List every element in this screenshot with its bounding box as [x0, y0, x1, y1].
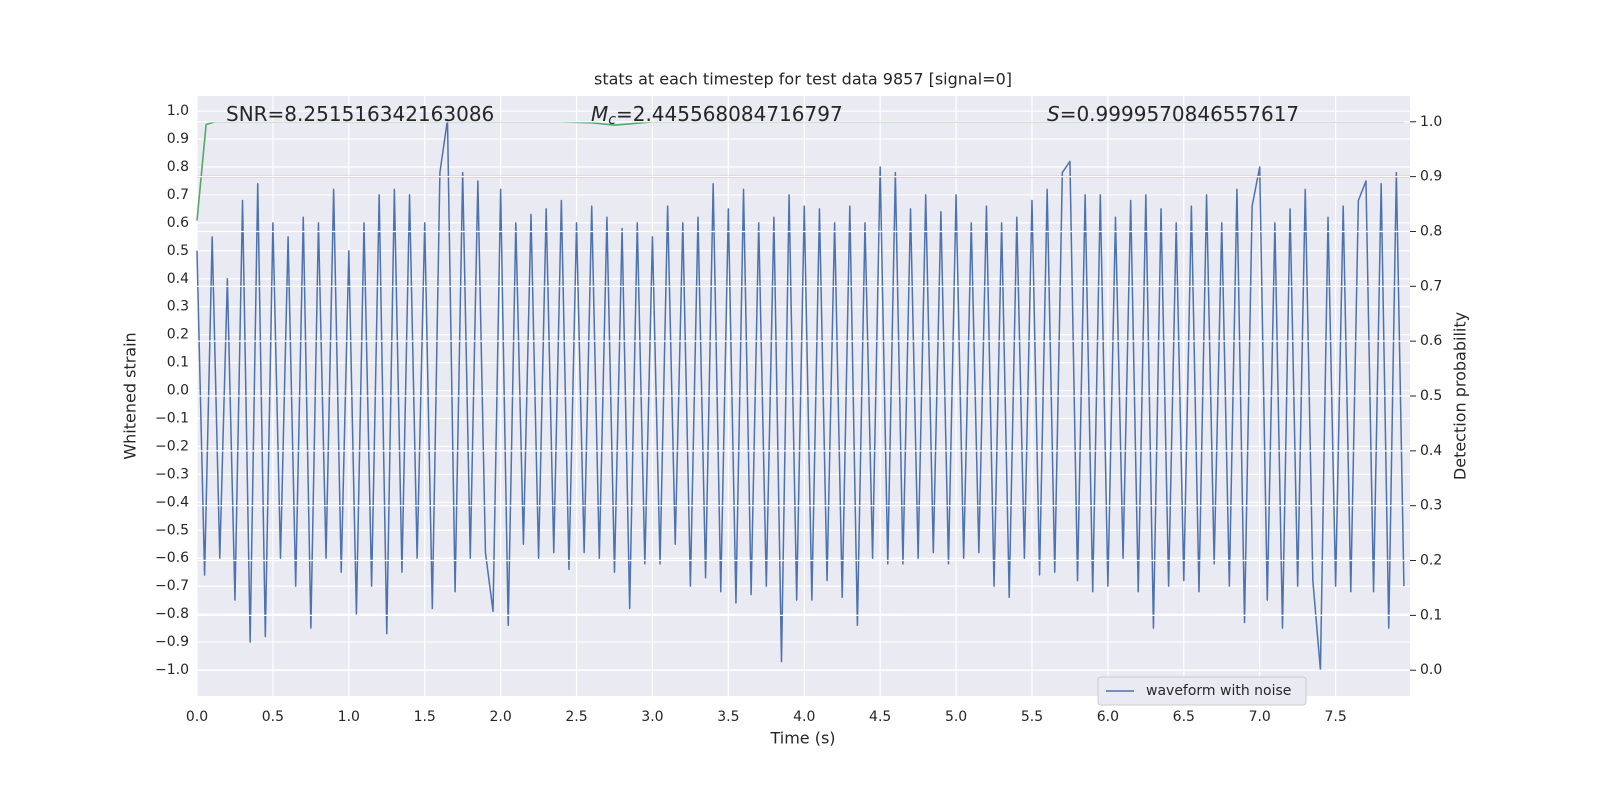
y-tick-label: 0.2: [167, 327, 189, 343]
y-tick-label: 0.5: [167, 243, 189, 259]
y2-tick-label: 0.9: [1420, 169, 1442, 185]
y-tick-label: 1.0: [167, 103, 189, 119]
y-tick-label: 0.9: [167, 131, 189, 147]
annotation-symbol: S: [1047, 102, 1060, 126]
y-tick-label: 0.7: [167, 187, 189, 203]
y-tick-label: −0.5: [155, 522, 189, 538]
y2-axis-label: Detection probability: [1451, 312, 1470, 480]
y-tick-label: −0.2: [155, 438, 189, 454]
x-tick-label: 4.0: [793, 709, 815, 725]
y-tick-label: 0.0: [167, 383, 189, 399]
y2-tick-label: 0.6: [1420, 333, 1442, 349]
annotation-text: =2.445568084716797: [616, 102, 843, 126]
x-tick-label: 1.5: [414, 709, 436, 725]
y2-tick-label: 0.5: [1420, 388, 1442, 404]
y-tick-label: −0.6: [155, 550, 189, 566]
annotation: S=0.9999570846557617: [1047, 102, 1299, 126]
x-tick-label: 6.5: [1173, 709, 1195, 725]
annotation: SNR=8.251516342163086: [226, 102, 494, 126]
x-tick-label: 3.0: [641, 709, 663, 725]
y2-tick-label: 0.2: [1420, 553, 1442, 569]
y-tick-label: −0.3: [155, 466, 189, 482]
y-tick-label: −1.0: [155, 662, 189, 678]
y2-tick-label: 0.1: [1420, 607, 1442, 623]
legend-label: waveform with noise: [1146, 683, 1291, 699]
y-tick-label: 0.8: [167, 159, 189, 175]
y-tick-label: −0.7: [155, 578, 189, 594]
x-axis-label: Time (s): [769, 729, 835, 748]
y-tick-label: −0.9: [155, 634, 189, 650]
x-tick-label: 2.0: [489, 709, 511, 725]
y2-tick-label: 0.7: [1420, 278, 1442, 294]
annotation: Mc=2.445568084716797: [591, 102, 843, 129]
y2-tick-label: 0.4: [1420, 443, 1442, 459]
legend-box: [1097, 676, 1307, 706]
y-tick-label: 0.1: [167, 355, 189, 371]
y2-tick-label: 0.3: [1420, 498, 1442, 514]
y-tick-label: 0.4: [167, 271, 189, 287]
x-tick-label: 0.0: [186, 709, 208, 725]
x-tick-label: 7.0: [1249, 709, 1271, 725]
y-tick-label: 0.6: [167, 215, 189, 231]
annotation-subscript: c: [608, 112, 616, 128]
x-tick-label: 6.0: [1097, 709, 1119, 725]
annotation-symbol: M: [591, 102, 608, 126]
x-tick-label: 3.5: [717, 709, 739, 725]
x-tick-label: 5.5: [1021, 709, 1043, 725]
annotation-text: SNR=8.251516342163086: [226, 102, 494, 126]
annotation-text: =0.9999570846557617: [1060, 102, 1299, 126]
chart-title: stats at each timestep for test data 985…: [594, 70, 1012, 89]
x-tick-label: 7.5: [1324, 709, 1346, 725]
y-tick-label: −0.1: [155, 410, 189, 426]
y-tick-label: −0.4: [155, 494, 189, 510]
y2-tick-label: 1.0: [1420, 114, 1442, 130]
y2-tick-label: 0.8: [1420, 223, 1442, 239]
x-tick-label: 0.5: [262, 709, 284, 725]
x-tick-label: 4.5: [869, 709, 891, 725]
y2-tick-label: 0.0: [1420, 662, 1442, 678]
data-line: [196, 118, 1405, 671]
y-tick-label: −0.8: [155, 606, 189, 622]
y-tick-label: 0.3: [167, 299, 189, 315]
x-tick-label: 1.0: [338, 709, 360, 725]
data-line: [196, 120, 1404, 221]
y-axis-label: Whitened strain: [121, 332, 140, 459]
x-tick-label: 2.5: [565, 709, 587, 725]
x-tick-label: 5.0: [945, 709, 967, 725]
